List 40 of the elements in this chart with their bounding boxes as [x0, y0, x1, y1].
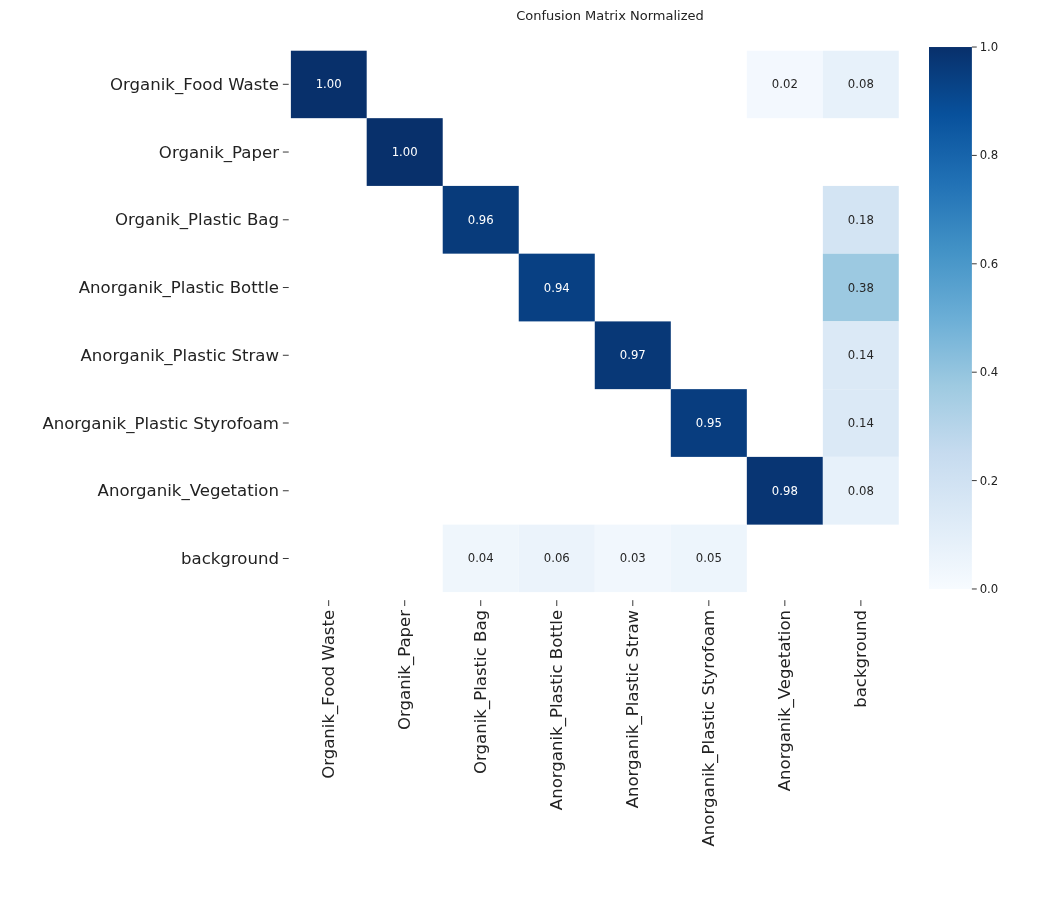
data-label: 0.38: [847, 280, 874, 295]
color-bar-label: 0.2: [979, 473, 999, 488]
data-label: 0.03: [619, 551, 646, 566]
data-label: 0.06: [543, 551, 570, 566]
data-label: 0.14: [847, 348, 874, 363]
y-tick-label: Organik_Food Waste: [110, 74, 279, 95]
x-tick-label: background: [851, 609, 871, 708]
data-label: 1.00: [391, 145, 418, 160]
x-tick-label: Anorganik_Plastic Straw: [623, 609, 644, 809]
y-tick-label: Organik_Plastic Bag: [114, 210, 279, 231]
y-tick-label: Anorganik_Vegetation: [97, 481, 279, 502]
color-bar-label: 0.0: [979, 581, 999, 596]
data-label: 0.98: [771, 483, 798, 498]
color-bar-label: 0.8: [979, 148, 999, 163]
x-tick-label: Organik_Paper: [395, 609, 416, 731]
color-bar-label: 0.4: [979, 365, 999, 380]
x-tick-label: Anorganik_Plastic Bottle: [547, 609, 568, 811]
y-tick-label: Anorganik_Plastic Bottle: [78, 278, 279, 299]
data-label: 0.05: [695, 551, 722, 566]
color-bar-label: 0.6: [979, 256, 999, 271]
x-tick-label: Organik_Plastic Bag: [471, 609, 492, 774]
data-label: 0.14: [847, 416, 874, 431]
data-label: 0.08: [847, 483, 874, 498]
data-label: 0.02: [771, 77, 798, 92]
chart-title: Confusion Matrix Normalized: [516, 8, 704, 23]
data-label: 0.04: [467, 551, 494, 566]
x-tick-label: Anorganik_Vegetation: [775, 609, 796, 792]
data-label: 0.94: [543, 280, 570, 295]
data-label: 0.18: [847, 212, 874, 227]
data-label: 0.96: [467, 212, 494, 227]
y-tick-label: Anorganik_Plastic Straw: [80, 345, 279, 366]
y-tick-label: background: [181, 549, 279, 568]
data-label: 0.08: [847, 77, 874, 92]
y-tick-label: Anorganik_Plastic Styrofoam: [42, 413, 279, 434]
color-bar-label: 1.0: [979, 40, 999, 55]
data-label: 0.95: [695, 416, 722, 431]
y-tick-label: Organik_Paper: [158, 142, 280, 163]
x-tick-label: Anorganik_Plastic Styrofoam: [699, 609, 720, 847]
data-label: 0.97: [619, 348, 646, 363]
data-label: 1.00: [315, 77, 342, 92]
